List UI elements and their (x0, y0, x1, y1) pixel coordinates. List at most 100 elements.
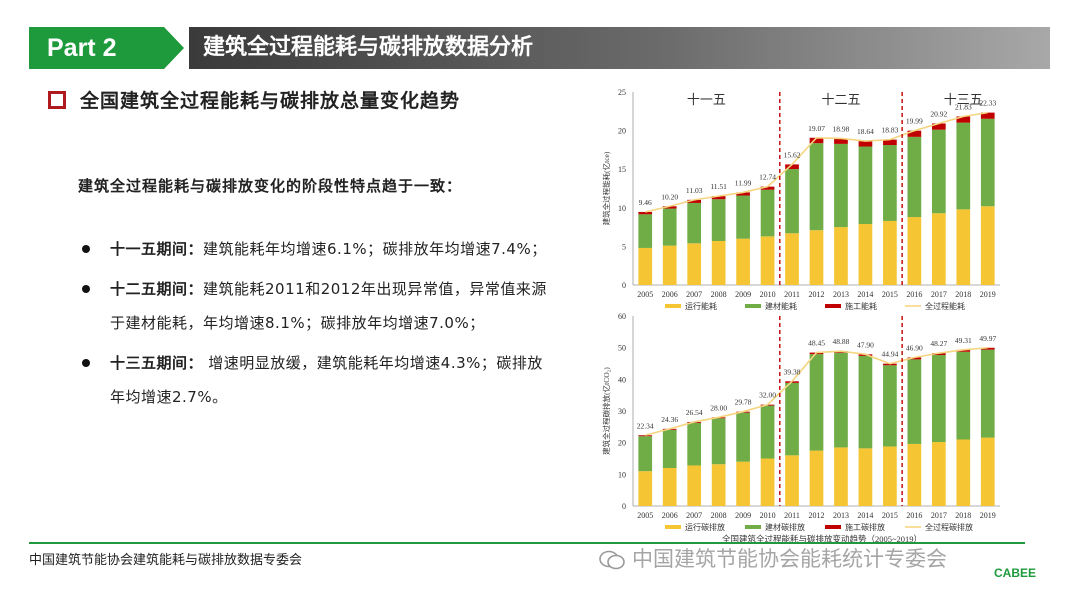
total-line (645, 346, 988, 437)
footer-org: 中国建筑节能协会建筑能耗与碳排放数据专委会 (29, 553, 303, 568)
y-tick-label: 10 (618, 470, 626, 479)
bar-construction (662, 206, 677, 209)
legend-label: 建材能耗 (765, 301, 797, 311)
x-tick-label: 2008 (711, 511, 727, 520)
bar-operation (760, 458, 775, 506)
x-tick-label: 2019 (980, 511, 996, 520)
bar-material (956, 351, 971, 440)
data-label: 26.54 (686, 408, 703, 417)
legend-label: 建材碳排放 (765, 522, 805, 532)
data-label: 18.64 (857, 127, 874, 136)
bullet-list: 十一五期间：建筑能耗年均增速6.1%；碳排放年均增速7.4%； 十二五期间：建筑… (80, 232, 550, 414)
bar-construction (711, 196, 726, 200)
bar-operation (785, 455, 799, 506)
bullet-head: 十二五期间： (110, 280, 204, 298)
bullet-body: 建筑能耗年均增速6.1%；碳排放年均增速7.4%； (203, 240, 547, 258)
bar-construction (931, 123, 946, 130)
data-label: 49.97 (979, 334, 996, 343)
bar-operation (809, 230, 824, 285)
bullet-dot-icon (82, 359, 90, 367)
part-arrow (164, 27, 184, 69)
data-label: 32.00 (759, 391, 776, 400)
bullet-head: 十一五期间： (110, 240, 204, 258)
bar-operation (785, 233, 799, 285)
bar-operation (931, 442, 946, 506)
x-tick-label: 2014 (857, 511, 873, 520)
x-tick-label: 2018 (955, 290, 971, 299)
x-tick-label: 2009 (735, 511, 751, 520)
bar-operation (711, 240, 726, 285)
bar-operation (687, 243, 702, 285)
part-label: Part 2 (29, 27, 164, 69)
bar-material (662, 208, 677, 246)
x-tick-label: 2010 (760, 290, 776, 299)
data-label: 9.46 (639, 198, 652, 207)
section-title-text: 全国建筑全过程能耗与碳排放总量变化趋势 (80, 90, 461, 112)
bullet-body: 增速明显放缓，建筑能耗年均增速4.3%；碳排放年均增速2.7%。 (110, 354, 543, 406)
x-tick-label: 2011 (784, 511, 800, 520)
chart-panel: 0 5 10 15 20 25 建筑全过程能耗(亿tce) 2005 2006 2007 2008 2… (595, 78, 1005, 544)
bar-operation (834, 227, 848, 285)
x-tick-label: 2009 (735, 290, 751, 299)
bar-operation (907, 443, 922, 506)
bar-construction (980, 347, 995, 350)
data-label: 48.88 (833, 337, 850, 346)
bar-operation (760, 236, 775, 285)
data-label: 22.33 (979, 99, 996, 108)
x-tick-label: 2006 (662, 290, 678, 299)
data-label: 48.27 (930, 339, 947, 348)
data-label: 24.36 (661, 415, 678, 424)
wechat-icon (599, 550, 625, 570)
data-label: 47.90 (857, 340, 874, 349)
x-tick-label: 2014 (857, 290, 873, 299)
y-tick-label: 25 (618, 88, 626, 97)
y-tick-label: 10 (618, 204, 626, 213)
bar-operation (834, 447, 848, 506)
data-label: 29.78 (735, 398, 752, 407)
y-tick-label: 50 (618, 344, 626, 353)
y-tick-label: 0 (622, 502, 626, 511)
chart-caption: 全国建筑全过程能耗与碳排放变动趋势（2005~2019） (722, 534, 922, 543)
bar-construction (858, 141, 873, 147)
bar-material (883, 365, 897, 447)
bar-operation (736, 238, 750, 285)
legend-label: 全过程能耗 (925, 301, 965, 311)
x-tick-label: 2019 (980, 290, 996, 299)
legend-swatch (745, 304, 761, 308)
y-tick-label: 15 (618, 165, 626, 174)
bar-material (638, 214, 653, 248)
bar-material (834, 143, 848, 228)
data-label: 10.20 (661, 192, 678, 201)
legend-swatch (825, 525, 841, 529)
watermark-text: 中国建筑节能协会能耗统计专委会 (598, 543, 947, 573)
data-label: 20.92 (930, 109, 947, 118)
watermark-label: 中国建筑节能协会能耗统计专委会 (632, 547, 947, 571)
bullet-dot-icon (82, 285, 90, 293)
total-line (645, 111, 988, 213)
x-tick-label: 2005 (637, 511, 653, 520)
bar-material (809, 143, 824, 231)
bar-construction (907, 130, 922, 137)
y-axis-label: 建筑全过程能耗(亿tce) (601, 151, 611, 225)
bar-construction (956, 349, 971, 352)
x-tick-label: 2018 (955, 511, 971, 520)
x-tick-label: 2015 (882, 290, 898, 299)
x-tick-label: 2016 (906, 290, 922, 299)
bar-material (687, 202, 702, 244)
bar-material (980, 349, 995, 438)
bar-construction (834, 138, 848, 144)
bar-construction (638, 435, 653, 437)
bar-material (883, 145, 897, 221)
y-tick-label: 30 (618, 407, 626, 416)
data-label: 11.51 (710, 182, 727, 191)
x-tick-label: 2013 (833, 290, 849, 299)
bar-construction (638, 211, 653, 215)
bar-operation (956, 209, 971, 285)
bar-material (662, 429, 677, 468)
bar-material (931, 355, 946, 443)
bar-operation (736, 461, 750, 506)
bar-material (956, 122, 971, 210)
x-tick-label: 2011 (784, 290, 800, 299)
slide-title: 建筑全过程能耗与碳排放数据分析 (189, 27, 1050, 69)
bar-operation (907, 217, 922, 285)
